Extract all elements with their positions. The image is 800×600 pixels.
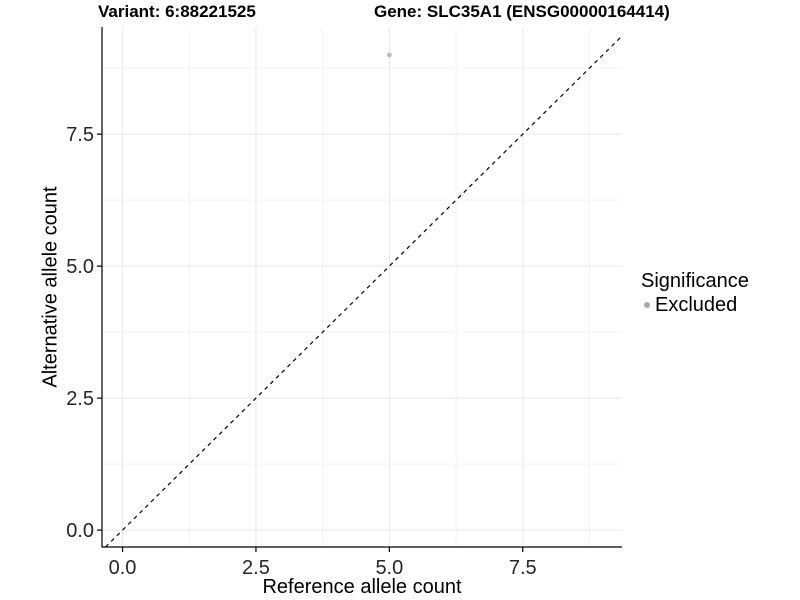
y-tick-label: 2.5 [66,388,94,410]
legend-item-excluded: Excluded [641,293,749,317]
x-tick-label: 0.0 [109,557,137,579]
legend-point-marker-icon [644,302,650,308]
variant-title: Variant: 6:88221525 [98,2,256,21]
data-point-excluded [386,52,392,58]
x-axis-title: Reference allele count [262,576,462,598]
y-tick-label: 5.0 [66,256,94,278]
identity-reference-line [105,35,623,548]
x-tick-label: 2.5 [242,557,270,579]
legend-title: Significance [641,270,749,292]
x-tick-label: 5.0 [375,557,403,579]
y-tick-label: 0.0 [66,520,94,542]
gene-title: Gene: SLC35A1 (ENSG00000164414) [374,2,670,21]
y-tick-label: 7.5 [66,124,94,146]
legend: Significance Excluded [641,269,749,317]
x-tick-label: 7.5 [509,557,537,579]
y-axis-title: Alternative allele count [39,186,62,388]
legend-entry-label: Excluded [655,294,738,316]
